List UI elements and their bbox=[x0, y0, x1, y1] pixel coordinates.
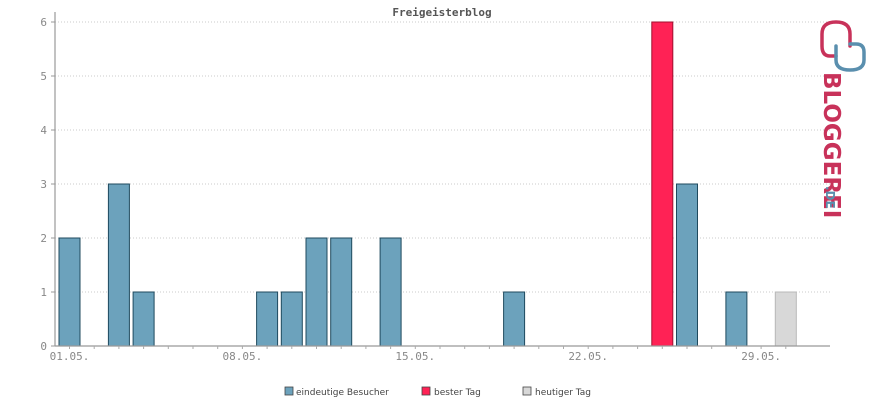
y-tick-label: 3 bbox=[40, 178, 47, 191]
legend-swatch-today bbox=[522, 386, 532, 396]
y-tick-label: 2 bbox=[40, 232, 47, 245]
y-tick-labels: 0 1 2 3 4 5 6 bbox=[40, 16, 55, 353]
x-tick-labels: 01.05. 08.05. 15.05. 22.05. 29.05. bbox=[50, 346, 787, 363]
bar bbox=[280, 291, 303, 347]
x-tick-label: 22.05. bbox=[568, 350, 608, 363]
logo-suffix: .DE bbox=[823, 186, 837, 209]
y-tick-label: 4 bbox=[40, 124, 47, 137]
y-tick-label: 6 bbox=[40, 16, 47, 29]
x-tick-label: 01.05. bbox=[50, 350, 90, 363]
y-tick-label: 1 bbox=[40, 286, 47, 299]
x-tick-label: 08.05. bbox=[223, 350, 263, 363]
bar bbox=[725, 291, 748, 347]
bar bbox=[503, 291, 526, 347]
bar bbox=[132, 291, 155, 347]
chart-title: Freigeisterblog bbox=[392, 6, 491, 19]
bar bbox=[676, 183, 698, 347]
y-tick-label: 0 bbox=[40, 340, 47, 353]
bar-best-day bbox=[651, 21, 674, 347]
x-tick-label: 29.05. bbox=[741, 350, 781, 363]
legend-label-today: heutiger Tag bbox=[535, 388, 591, 398]
grid-lines bbox=[55, 21, 830, 293]
logo-text: BLOGGEREI bbox=[818, 72, 844, 218]
legend-swatch-visitors bbox=[284, 386, 294, 396]
legend-label-visitors: eindeutige Besucher bbox=[296, 388, 389, 398]
y-tick-label: 5 bbox=[40, 70, 47, 83]
legend: eindeutige Besucher bester Tag heutiger … bbox=[284, 386, 591, 398]
bloggerei-logo: BLOGGEREI .DE bbox=[818, 20, 866, 218]
bar bbox=[330, 237, 353, 347]
axes bbox=[54, 12, 830, 347]
bar bbox=[379, 237, 402, 347]
bloggerei-logo-mark bbox=[820, 20, 866, 72]
bar-today bbox=[774, 291, 797, 347]
bar bbox=[58, 237, 81, 347]
bar bbox=[107, 183, 130, 347]
legend-swatch-best-day bbox=[421, 386, 431, 396]
bar bbox=[305, 237, 328, 347]
x-tick-label: 15.05. bbox=[395, 350, 435, 363]
legend-label-best-day: bester Tag bbox=[434, 388, 481, 398]
bar bbox=[256, 291, 279, 347]
